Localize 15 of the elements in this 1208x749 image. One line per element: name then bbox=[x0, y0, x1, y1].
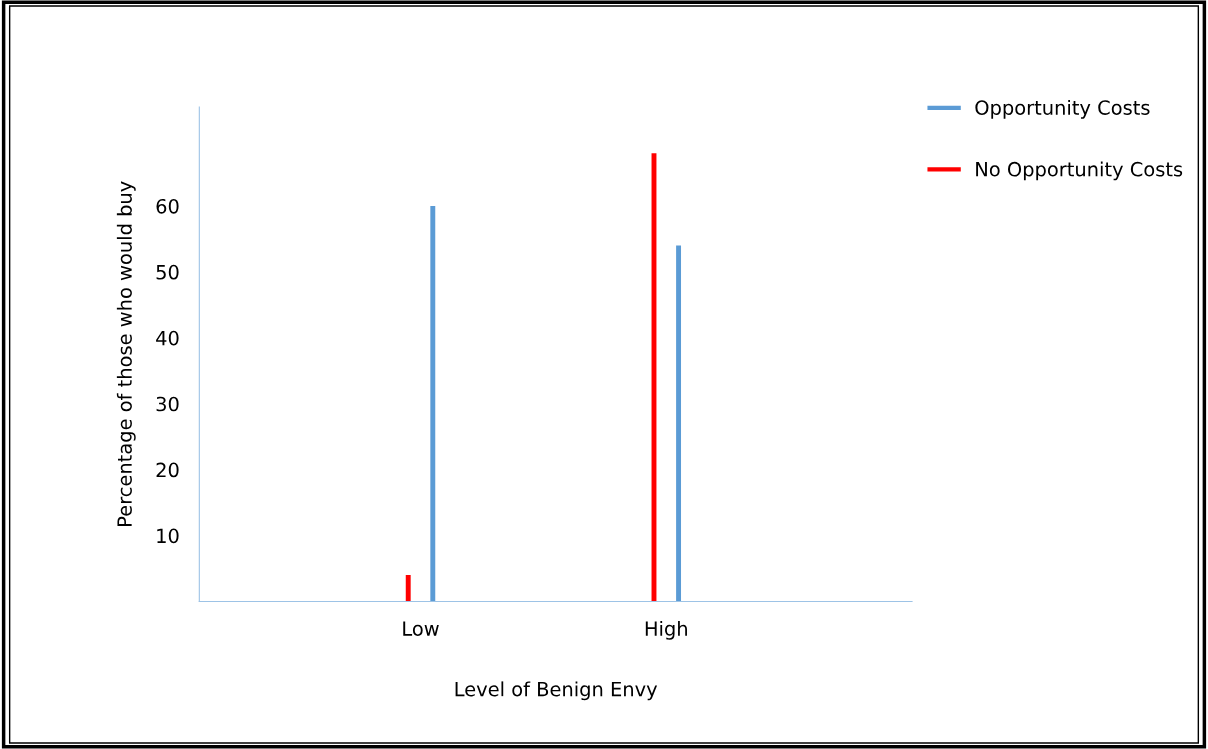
y-tick-label: 50 bbox=[156, 264, 179, 280]
bar bbox=[430, 205, 436, 602]
y-tick-label: 30 bbox=[156, 396, 179, 412]
legend-label: No Opportunity Costs bbox=[976, 161, 1183, 181]
x-tick-label: Low bbox=[403, 621, 439, 636]
legend-label: Opportunity Costs bbox=[975, 99, 1150, 119]
bar bbox=[405, 575, 411, 602]
bar bbox=[676, 245, 682, 602]
y-tick-label: 20 bbox=[156, 462, 179, 478]
x-axis-title: Level of Benign Envy bbox=[455, 681, 658, 701]
x-tick-label: High bbox=[645, 620, 687, 640]
y-tick-label: 40 bbox=[156, 330, 179, 346]
y-tick-label: 10 bbox=[157, 528, 179, 544]
y-axis-title: Percentage of those who would buy bbox=[116, 181, 136, 526]
y-tick-label: 60 bbox=[156, 198, 179, 214]
